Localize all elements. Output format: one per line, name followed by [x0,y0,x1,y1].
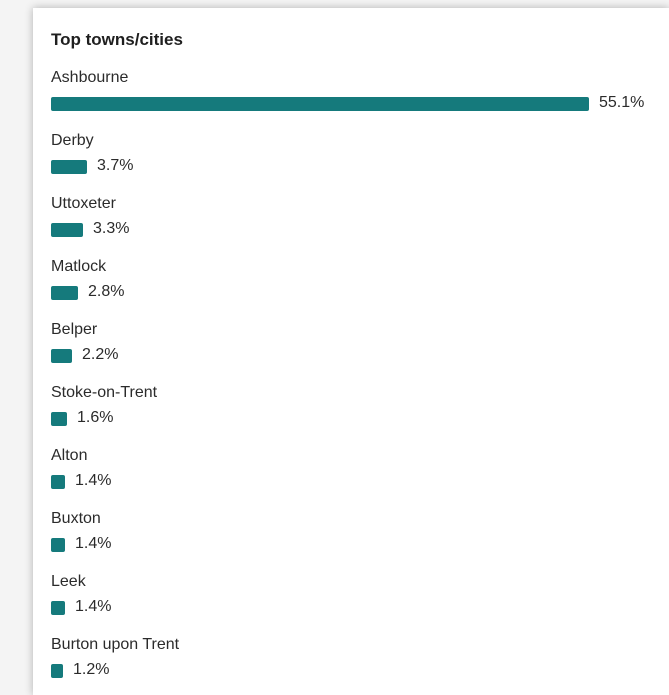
value-label: 1.4% [75,535,112,552]
category-label: Ashbourne [51,69,129,86]
bar [51,223,83,237]
bar [51,538,65,552]
bar-row: Derby 3.7% [51,131,661,183]
bar-row: Ashbourne 55.1% [51,68,661,120]
value-label: 2.2% [82,346,119,363]
bar [51,475,65,489]
bar [51,601,65,615]
bar [51,286,78,300]
category-label: Stoke-on-Trent [51,384,158,401]
category-label: Belper [51,321,98,338]
bar [51,412,67,426]
category-label: Buxton [51,510,101,527]
category-label: Uttoxeter [51,195,116,212]
bar-row: Matlock 2.8% [51,257,661,309]
bar-row: Stoke-on-Trent 1.6% [51,383,661,435]
category-label: Matlock [51,258,107,275]
category-label: Burton upon Trent [51,636,180,653]
value-label: 1.6% [77,409,114,426]
card-title: Top towns/cities [51,30,183,49]
top-towns-card: Top towns/cities Ashbourne 55.1% Derby 3.7%… [33,8,669,695]
bar-row: Alton 1.4% [51,446,661,498]
bar [51,160,87,174]
category-label: Leek [51,573,86,590]
category-label: Derby [51,132,94,149]
bar-row: Belper 2.2% [51,320,661,372]
bar [51,349,72,363]
category-label: Alton [51,447,88,464]
value-label: 55.1% [599,94,645,111]
value-label: 3.3% [93,220,130,237]
bar-row: Buxton 1.4% [51,509,661,561]
bar-row: Leek 1.4% [51,572,661,624]
value-label: 3.7% [97,157,134,174]
value-label: 2.8% [88,283,125,300]
bar-row: Burton upon Trent 1.2% [51,635,661,687]
value-label: 1.4% [75,598,112,615]
value-label: 1.2% [73,661,110,678]
bar-row: Uttoxeter 3.3% [51,194,661,246]
bar [51,97,589,111]
value-label: 1.4% [75,472,112,489]
bar [51,664,63,678]
